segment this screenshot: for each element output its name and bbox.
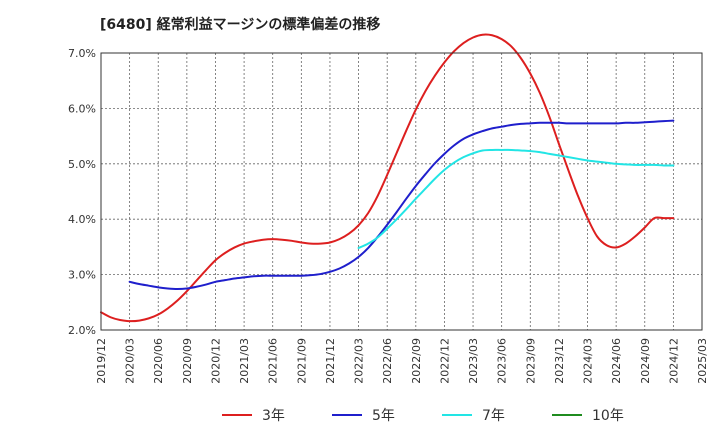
grid-layer	[100, 52, 703, 331]
x-tick-label: 2021/09	[295, 338, 308, 384]
y-tick-label: 7.0%	[68, 47, 96, 60]
x-tick-label: 2022/06	[381, 338, 394, 384]
plot-area	[101, 53, 702, 330]
x-tick-label: 2023/12	[553, 338, 566, 384]
x-tick-label: 2019/12	[95, 338, 108, 384]
x-tick-label: 2022/09	[410, 338, 423, 384]
x-tick-label: 2024/06	[610, 338, 623, 384]
legend: 3年 5年 7年 10年	[222, 408, 624, 424]
x-tick-label: 2021/06	[267, 338, 280, 384]
x-tick-label: 2022/12	[438, 338, 451, 384]
y-tick-label: 4.0%	[68, 213, 96, 226]
y-tick-label: 3.0%	[68, 269, 96, 282]
x-tick-label: 2021/03	[238, 338, 251, 384]
x-tick-label: 2024/03	[582, 338, 595, 384]
x-tick-label: 2022/03	[353, 338, 366, 384]
legend-label-1: 3年	[262, 408, 285, 424]
y-tick-label: 5.0%	[68, 158, 96, 171]
x-tick-label: 2024/09	[639, 338, 652, 384]
x-tick-label: 2023/03	[467, 338, 480, 384]
legend-label-4: 10年	[592, 408, 624, 424]
x-tick-label: 2025/03	[696, 338, 709, 384]
x-tick-label: 2020/06	[152, 338, 165, 384]
x-tick-label: 2020/09	[181, 338, 194, 384]
axis-layer: 2.0% 3.0% 4.0% 5.0% 6.0% 7.0% 2019/12 2020/03 20…	[68, 47, 709, 384]
series-line-3	[357, 148, 675, 250]
x-tick-label: 2024/12	[667, 338, 680, 384]
y-tick-label: 6.0%	[68, 102, 96, 115]
x-tick-label: 2020/12	[209, 338, 222, 384]
legend-label-3: 7年	[482, 408, 505, 424]
y-tick-label: 2.0%	[68, 324, 96, 337]
x-tick-label: 2021/12	[324, 338, 337, 384]
series-layer	[100, 33, 675, 323]
x-tick-label: 2023/06	[496, 338, 509, 384]
series-line-1	[100, 33, 675, 323]
plot-border	[100, 52, 703, 331]
chart-title: [6480] 経常利益マージンの標準偏差の推移	[100, 17, 381, 33]
x-tick-label: 2020/03	[124, 338, 137, 384]
series-line-2	[128, 119, 675, 290]
legend-label-2: 5年	[372, 408, 395, 424]
x-tick-label: 2023/09	[524, 338, 537, 384]
